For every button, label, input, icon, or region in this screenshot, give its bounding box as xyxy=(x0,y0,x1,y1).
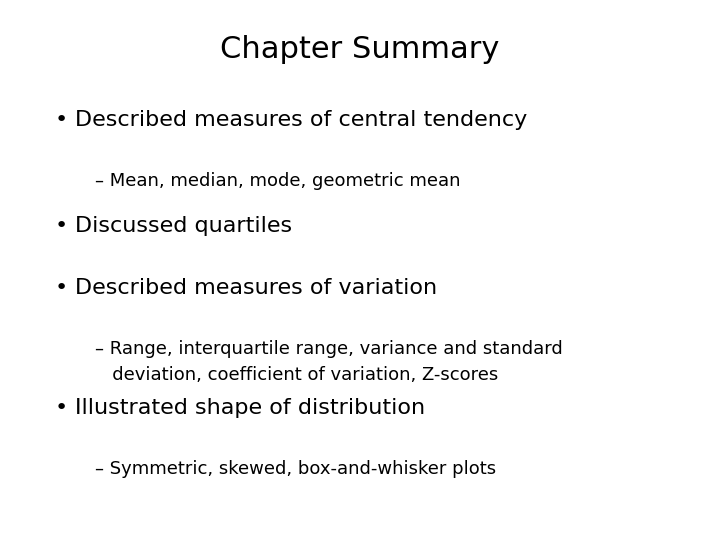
Text: Described measures of central tendency: Described measures of central tendency xyxy=(75,110,527,130)
Text: Described measures of variation: Described measures of variation xyxy=(75,278,437,298)
Text: •: • xyxy=(55,278,68,298)
Text: Chapter Summary: Chapter Summary xyxy=(220,35,500,64)
Text: – Symmetric, skewed, box-and-whisker plots: – Symmetric, skewed, box-and-whisker plo… xyxy=(95,460,496,478)
Text: – Mean, median, mode, geometric mean: – Mean, median, mode, geometric mean xyxy=(95,172,461,190)
Text: Discussed quartiles: Discussed quartiles xyxy=(75,216,292,236)
Text: •: • xyxy=(55,398,68,418)
Text: – Range, interquartile range, variance and standard
   deviation, coefficient of: – Range, interquartile range, variance a… xyxy=(95,340,563,384)
Text: •: • xyxy=(55,216,68,236)
Text: Illustrated shape of distribution: Illustrated shape of distribution xyxy=(75,398,425,418)
Text: •: • xyxy=(55,110,68,130)
